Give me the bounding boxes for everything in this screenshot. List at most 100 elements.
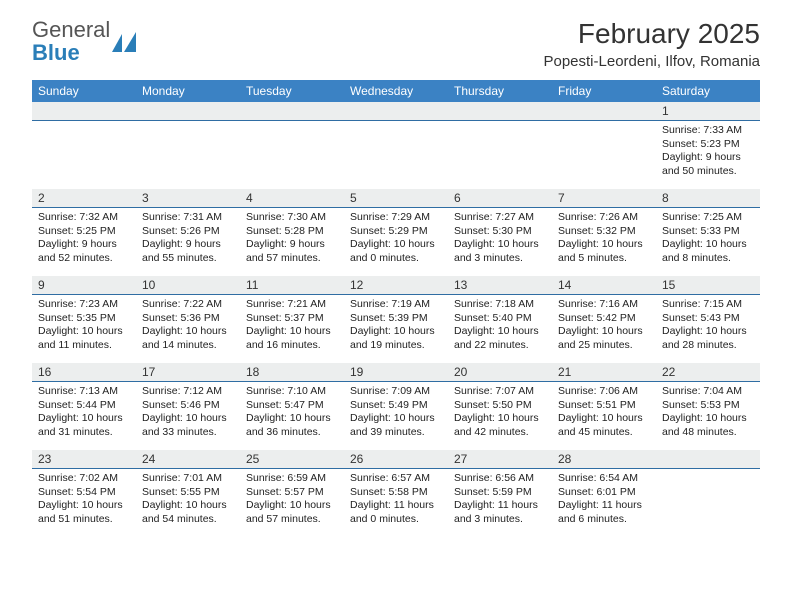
- day-cell: Sunrise: 7:22 AMSunset: 5:36 PMDaylight:…: [136, 295, 240, 363]
- daynum-cell: [240, 102, 344, 120]
- dow-cell: Tuesday: [240, 80, 344, 102]
- daynum-cell: 11: [240, 276, 344, 294]
- day-daylight2: and 48 minutes.: [662, 426, 754, 440]
- daynum-cell: 7: [552, 189, 656, 207]
- day-sunset: Sunset: 5:23 PM: [662, 138, 754, 152]
- content-row: Sunrise: 7:32 AMSunset: 5:25 PMDaylight:…: [32, 208, 760, 276]
- day-sunset: Sunset: 5:28 PM: [246, 225, 338, 239]
- day-sunrise: Sunrise: 7:09 AM: [350, 385, 442, 399]
- day-sunrise: Sunrise: 7:26 AM: [558, 211, 650, 225]
- day-sunset: Sunset: 5:49 PM: [350, 399, 442, 413]
- day-daylight2: and 11 minutes.: [38, 339, 130, 353]
- day-cell: Sunrise: 7:27 AMSunset: 5:30 PMDaylight:…: [448, 208, 552, 276]
- day-daylight1: Daylight: 10 hours: [246, 499, 338, 513]
- day-daylight2: and 57 minutes.: [246, 252, 338, 266]
- dow-cell: Monday: [136, 80, 240, 102]
- day-sunrise: Sunrise: 7:07 AM: [454, 385, 546, 399]
- day-cell: Sunrise: 7:15 AMSunset: 5:43 PMDaylight:…: [656, 295, 760, 363]
- day-daylight2: and 52 minutes.: [38, 252, 130, 266]
- daynum-cell: [448, 102, 552, 120]
- day-sunset: Sunset: 5:35 PM: [38, 312, 130, 326]
- day-daylight1: Daylight: 10 hours: [558, 412, 650, 426]
- day-sunrise: Sunrise: 6:56 AM: [454, 472, 546, 486]
- day-sunrise: Sunrise: 7:33 AM: [662, 124, 754, 138]
- day-daylight1: Daylight: 10 hours: [558, 325, 650, 339]
- day-daylight2: and 45 minutes.: [558, 426, 650, 440]
- daynum-cell: 10: [136, 276, 240, 294]
- day-sunset: Sunset: 5:55 PM: [142, 486, 234, 500]
- day-cell: Sunrise: 7:19 AMSunset: 5:39 PMDaylight:…: [344, 295, 448, 363]
- day-sunset: Sunset: 5:43 PM: [662, 312, 754, 326]
- daynum-cell: [552, 102, 656, 120]
- day-cell: Sunrise: 7:25 AMSunset: 5:33 PMDaylight:…: [656, 208, 760, 276]
- daynum-cell: 13: [448, 276, 552, 294]
- day-sunset: Sunset: 5:39 PM: [350, 312, 442, 326]
- dow-header-row: SundayMondayTuesdayWednesdayThursdayFrid…: [32, 80, 760, 102]
- day-cell: Sunrise: 7:13 AMSunset: 5:44 PMDaylight:…: [32, 382, 136, 450]
- day-sunset: Sunset: 5:40 PM: [454, 312, 546, 326]
- daynum-row: 9101112131415: [32, 276, 760, 295]
- title-location: Popesti-Leordeni, Ilfov, Romania: [543, 53, 760, 70]
- day-daylight1: Daylight: 10 hours: [350, 325, 442, 339]
- day-daylight2: and 33 minutes.: [142, 426, 234, 440]
- day-daylight2: and 57 minutes.: [246, 513, 338, 527]
- daynum-row: 1: [32, 102, 760, 121]
- daynum-cell: [344, 102, 448, 120]
- day-daylight1: Daylight: 10 hours: [454, 325, 546, 339]
- day-cell: Sunrise: 7:04 AMSunset: 5:53 PMDaylight:…: [656, 382, 760, 450]
- day-daylight2: and 50 minutes.: [662, 165, 754, 179]
- day-sunrise: Sunrise: 7:22 AM: [142, 298, 234, 312]
- day-sunrise: Sunrise: 7:10 AM: [246, 385, 338, 399]
- day-daylight1: Daylight: 10 hours: [454, 412, 546, 426]
- title-month: February 2025: [543, 18, 760, 50]
- day-daylight1: Daylight: 10 hours: [558, 238, 650, 252]
- day-cell: Sunrise: 7:07 AMSunset: 5:50 PMDaylight:…: [448, 382, 552, 450]
- day-sunrise: Sunrise: 7:15 AM: [662, 298, 754, 312]
- day-sunrise: Sunrise: 7:30 AM: [246, 211, 338, 225]
- day-sunset: Sunset: 5:44 PM: [38, 399, 130, 413]
- day-sunset: Sunset: 5:58 PM: [350, 486, 442, 500]
- day-cell: [32, 121, 136, 189]
- day-sunrise: Sunrise: 7:01 AM: [142, 472, 234, 486]
- day-sunrise: Sunrise: 7:16 AM: [558, 298, 650, 312]
- day-sunrise: Sunrise: 7:32 AM: [38, 211, 130, 225]
- day-daylight2: and 54 minutes.: [142, 513, 234, 527]
- day-sunrise: Sunrise: 7:18 AM: [454, 298, 546, 312]
- daynum-cell: 17: [136, 363, 240, 381]
- day-cell: [240, 121, 344, 189]
- day-daylight1: Daylight: 10 hours: [350, 412, 442, 426]
- day-sunrise: Sunrise: 7:12 AM: [142, 385, 234, 399]
- day-cell: Sunrise: 6:54 AMSunset: 6:01 PMDaylight:…: [552, 469, 656, 537]
- day-sunset: Sunset: 5:42 PM: [558, 312, 650, 326]
- day-daylight1: Daylight: 10 hours: [350, 238, 442, 252]
- logo-sail-icon: [112, 32, 138, 52]
- day-sunrise: Sunrise: 7:27 AM: [454, 211, 546, 225]
- day-sunrise: Sunrise: 6:57 AM: [350, 472, 442, 486]
- dow-cell: Friday: [552, 80, 656, 102]
- day-cell: Sunrise: 7:32 AMSunset: 5:25 PMDaylight:…: [32, 208, 136, 276]
- day-daylight2: and 14 minutes.: [142, 339, 234, 353]
- dow-cell: Sunday: [32, 80, 136, 102]
- day-daylight1: Daylight: 10 hours: [142, 499, 234, 513]
- day-sunrise: Sunrise: 7:21 AM: [246, 298, 338, 312]
- daynum-cell: 21: [552, 363, 656, 381]
- logo: General Blue: [32, 18, 138, 64]
- day-cell: Sunrise: 7:26 AMSunset: 5:32 PMDaylight:…: [552, 208, 656, 276]
- daynum-cell: 15: [656, 276, 760, 294]
- daynum-cell: 22: [656, 363, 760, 381]
- day-sunset: Sunset: 5:47 PM: [246, 399, 338, 413]
- day-daylight2: and 0 minutes.: [350, 252, 442, 266]
- daynum-cell: 19: [344, 363, 448, 381]
- day-cell: Sunrise: 7:18 AMSunset: 5:40 PMDaylight:…: [448, 295, 552, 363]
- day-sunset: Sunset: 5:53 PM: [662, 399, 754, 413]
- day-daylight1: Daylight: 11 hours: [558, 499, 650, 513]
- day-cell: Sunrise: 7:23 AMSunset: 5:35 PMDaylight:…: [32, 295, 136, 363]
- daynum-cell: 23: [32, 450, 136, 468]
- day-sunrise: Sunrise: 7:23 AM: [38, 298, 130, 312]
- day-cell: Sunrise: 7:16 AMSunset: 5:42 PMDaylight:…: [552, 295, 656, 363]
- day-sunrise: Sunrise: 7:19 AM: [350, 298, 442, 312]
- day-daylight1: Daylight: 10 hours: [142, 412, 234, 426]
- day-daylight2: and 3 minutes.: [454, 252, 546, 266]
- day-daylight2: and 16 minutes.: [246, 339, 338, 353]
- day-daylight1: Daylight: 10 hours: [662, 325, 754, 339]
